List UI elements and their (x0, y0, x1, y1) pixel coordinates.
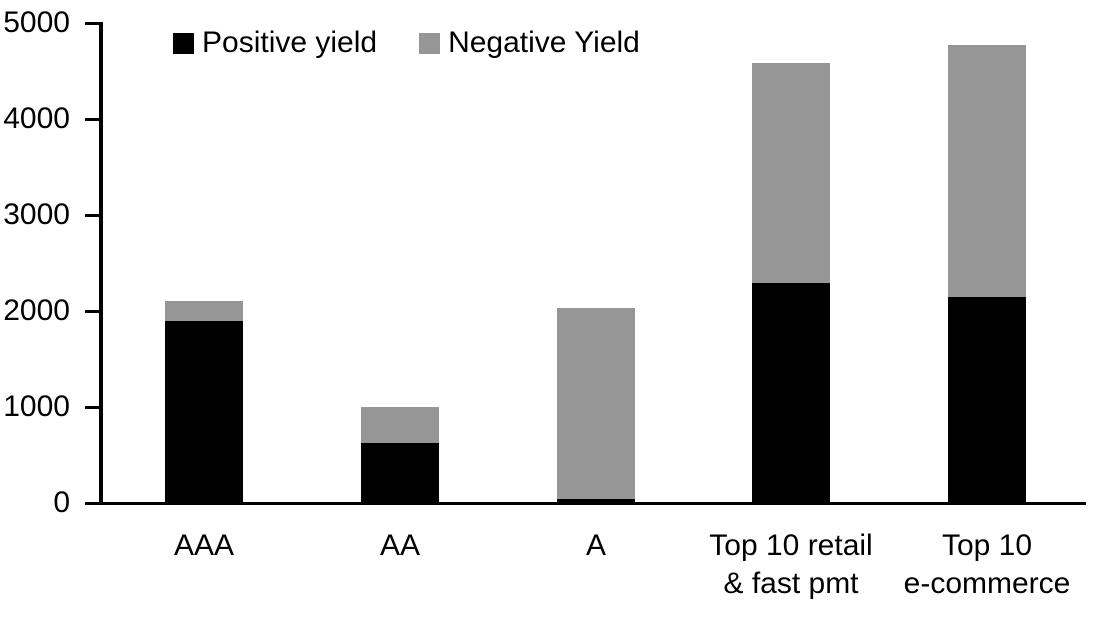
bar-segment-positive-yield (557, 499, 635, 503)
bar-segment-positive-yield (165, 321, 243, 503)
y-axis-tick-label: 3000 (3, 198, 70, 231)
legend-item: Positive yield (173, 28, 377, 58)
legend-item: Negative Yield (419, 28, 640, 58)
x-axis-category-label: A (585, 529, 606, 562)
legend-swatch-icon (173, 32, 194, 54)
x-axis-category-label: AA (379, 529, 421, 562)
bar-segment-negative-yield (165, 301, 243, 321)
chart-legend: Positive yield Negative Yield (173, 28, 640, 58)
y-axis-tick-mark (85, 214, 103, 217)
x-axis-category-label: Top 10 retail & fast pmt (709, 529, 873, 600)
bar-segment-negative-yield (557, 308, 635, 499)
legend-label: Negative Yield (448, 26, 640, 59)
x-axis-category-label: Top 10 e-commerce (903, 529, 1071, 600)
bar-segment-positive-yield (752, 283, 830, 503)
bar-segment-negative-yield (752, 63, 830, 283)
y-axis-tick-label: 1000 (3, 390, 70, 423)
y-axis-tick-label: 2000 (3, 294, 70, 327)
y-axis-tick-mark (85, 22, 103, 25)
x-axis-line (93, 502, 1086, 505)
bar-segment-negative-yield (948, 45, 1026, 297)
y-axis-tick-mark (85, 406, 103, 409)
legend-label: Positive yield (202, 26, 378, 59)
y-axis-tick-mark (85, 118, 103, 121)
bar-segment-positive-yield (948, 297, 1026, 503)
y-axis-tick-mark (85, 310, 103, 313)
legend-swatch-icon (419, 32, 441, 54)
y-axis-tick-label: 0 (53, 486, 70, 519)
bar-segment-negative-yield (361, 407, 439, 443)
y-axis-line (99, 23, 103, 505)
x-axis-category-label: AAA (173, 529, 235, 562)
bar-segment-positive-yield (361, 443, 439, 503)
y-axis-tick-label: 5000 (3, 6, 70, 39)
y-axis-tick-label: 4000 (3, 102, 70, 135)
